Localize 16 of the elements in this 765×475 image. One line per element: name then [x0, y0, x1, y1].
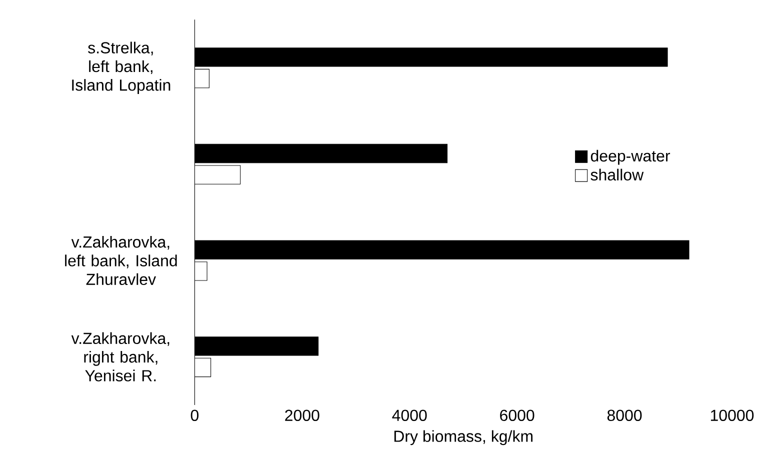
y-tick-label: v.Zakharovka, right bank, Yenisei R.: [71, 332, 170, 382]
x-tick-label: 4000: [392, 410, 427, 422]
x-tick-label: 6000: [500, 410, 534, 422]
x-tick-label: 10000: [710, 410, 754, 422]
bar: [194, 262, 208, 281]
bar: [194, 165, 241, 184]
x-axis-title: Dry biomass, kg/km: [394, 430, 532, 446]
y-tick-label: v.Zakharovka, left bank, Island Zhuravlev: [65, 236, 177, 286]
x-tick-label: 2000: [285, 410, 320, 422]
bar: [194, 358, 212, 378]
y-tick-label: s.Strelka, left bank, Island Lopatin: [72, 42, 170, 94]
x-tick-label: 8000: [607, 410, 642, 422]
bar: [194, 68, 210, 88]
legend-label: shallow: [590, 168, 644, 181]
legend-label: deep-water: [590, 150, 670, 165]
x-tick-label: 0: [190, 410, 199, 422]
